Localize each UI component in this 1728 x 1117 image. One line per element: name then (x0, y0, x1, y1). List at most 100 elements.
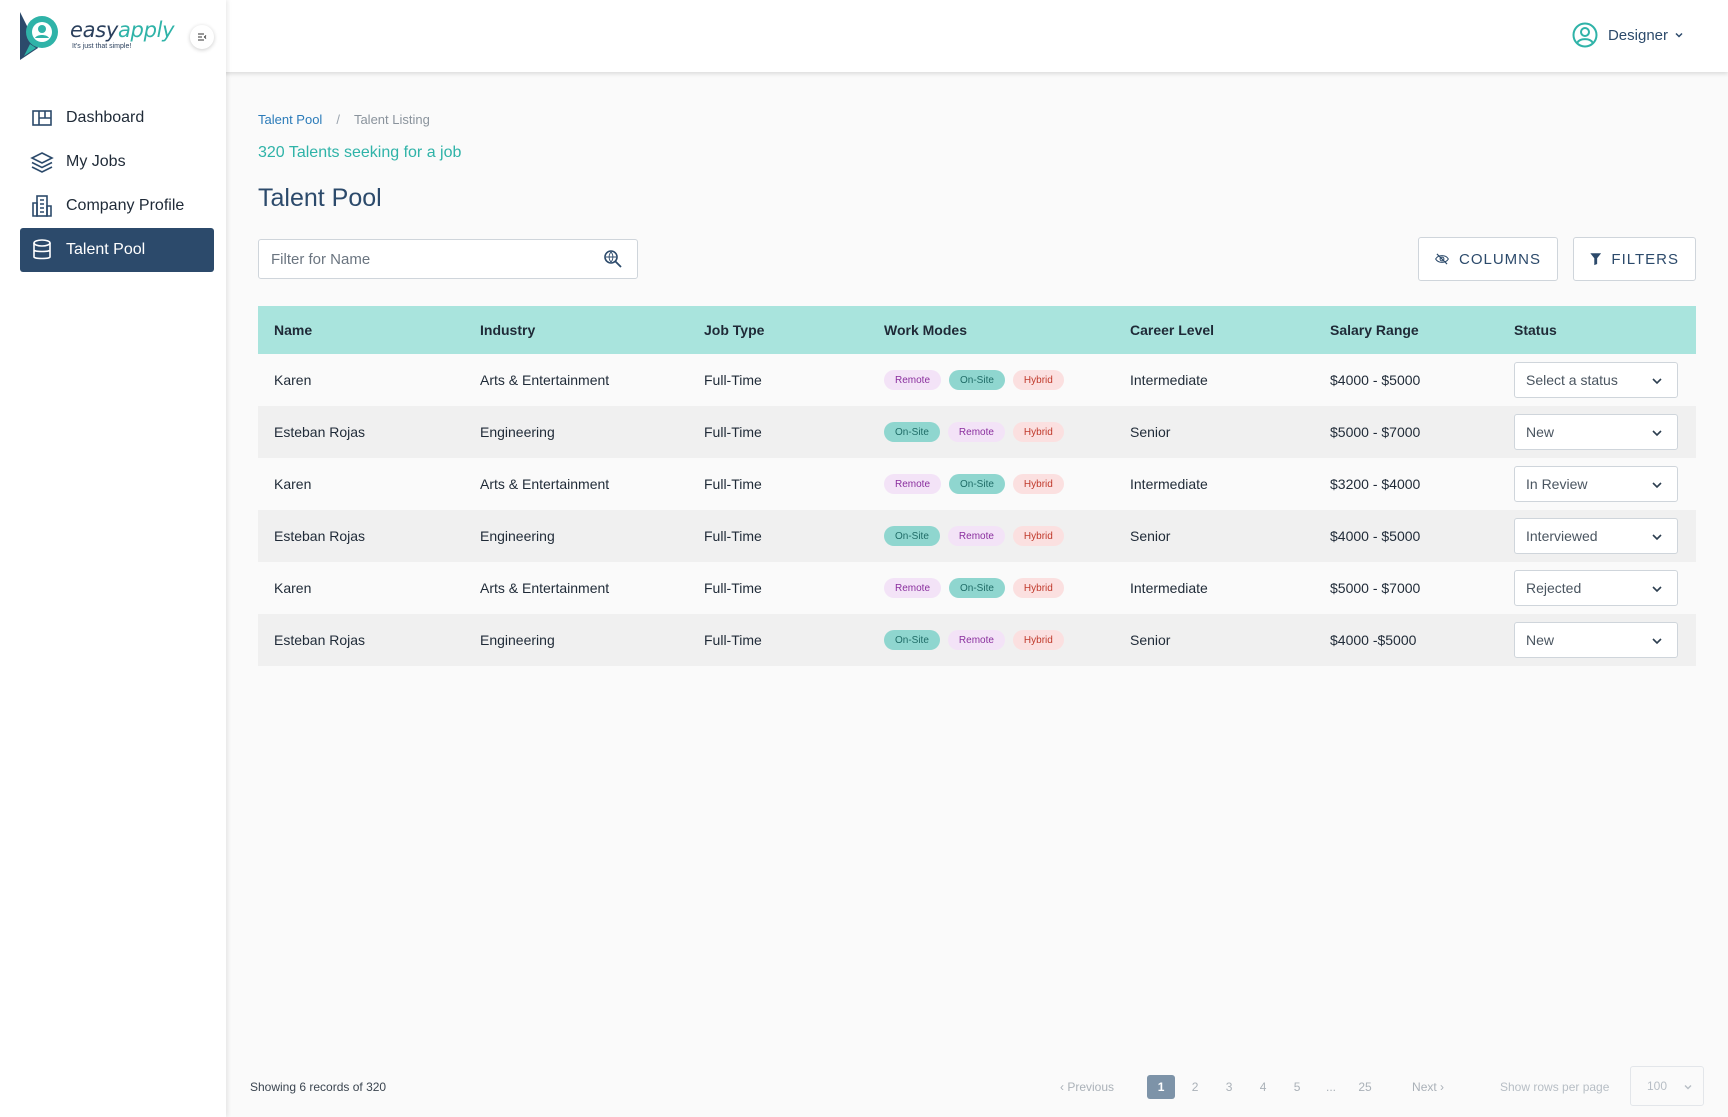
cell-status: Select a status (1514, 362, 1696, 398)
table-row[interactable]: Karen Arts & Entertainment Full-Time Remote… (258, 562, 1696, 614)
breadcrumb-link-talent-pool[interactable]: Talent Pool (258, 112, 323, 127)
cell-salary-range: $3200 - $4000 (1330, 476, 1421, 492)
columns-button[interactable]: COLUMNS (1418, 237, 1558, 281)
cell-industry: Arts & Entertainment (480, 476, 610, 492)
work-mode-chip: On-Site (884, 422, 940, 442)
column-header-status[interactable]: Status (1514, 322, 1557, 338)
cell-industry: Arts & Entertainment (480, 372, 610, 388)
cell-career-level: Senior (1130, 424, 1171, 440)
cell-career-level: Intermediate (1130, 372, 1208, 388)
sidebar-item-company-profile[interactable]: Company Profile (20, 184, 214, 228)
user-avatar-icon (1572, 22, 1598, 48)
page-button[interactable]: 25 (1358, 1080, 1372, 1094)
column-header-career-level[interactable]: Career Level (1130, 322, 1215, 338)
rows-per-page-select[interactable]: 100 (1630, 1066, 1704, 1106)
cell-salary-range: $4000 - $5000 (1330, 372, 1421, 388)
work-mode-chip: Remote (884, 370, 942, 390)
status-select[interactable]: New (1514, 622, 1678, 658)
work-mode-chip: Remote (947, 630, 1005, 650)
chevron-down-icon (1675, 32, 1683, 38)
cell-career-level: Senior (1130, 632, 1171, 648)
page-button[interactable]: 3 (1225, 1080, 1233, 1094)
filters-button[interactable]: FILTERS (1573, 237, 1696, 281)
dashboard-icon (32, 110, 52, 126)
work-mode-chip: Remote (947, 422, 1005, 442)
cell-name: Karen (274, 372, 312, 388)
status-value: Select a status (1526, 372, 1618, 388)
work-mode-chip: On-Site (949, 578, 1005, 598)
search-input[interactable] (259, 250, 579, 268)
search-icon[interactable] (603, 249, 623, 269)
pagination: ‹ Previous 1 2 3 4 5... 25 Next › (1060, 1075, 1444, 1099)
cell-industry: Engineering (480, 528, 555, 544)
sidebar-item-label: My Jobs (66, 153, 126, 170)
table-row[interactable]: Karen Arts & Entertainment Full-Time Remote… (258, 458, 1696, 510)
column-header-salary-range[interactable]: Salary Range (1330, 322, 1419, 338)
talent-table: Name Industry Job Type Work Modes Career… (258, 306, 1696, 666)
user-menu[interactable]: Designer (1572, 22, 1694, 48)
work-mode-chip: Remote (884, 474, 942, 494)
page-button[interactable]: 2 (1191, 1080, 1199, 1094)
status-select[interactable]: Rejected (1514, 570, 1678, 606)
collapse-sidebar-button[interactable] (190, 25, 214, 49)
sidebar-item-talent-pool[interactable]: Talent Pool (20, 228, 214, 272)
chevron-down-icon (1652, 378, 1662, 385)
column-header-industry[interactable]: Industry (480, 322, 536, 338)
chevron-down-icon (1652, 638, 1662, 645)
cell-industry: Engineering (480, 424, 555, 440)
chevron-down-icon (1652, 586, 1662, 593)
table-row[interactable]: Esteban Rojas Engineering Full-Time On-Site… (258, 406, 1696, 458)
page-subtitle: 320 Talents seeking for a job (258, 144, 462, 161)
table-row[interactable]: Esteban Rojas Engineering Full-Time On-Site… (258, 510, 1696, 562)
status-select[interactable]: In Review (1514, 466, 1678, 502)
cell-work-modes: On-Site Remote Hybrid (884, 526, 1130, 546)
sidebar-item-my-jobs[interactable]: My Jobs (20, 140, 214, 184)
previous-page-button[interactable]: ‹ Previous (1060, 1080, 1115, 1094)
cell-salary-range: $4000 -$5000 (1330, 632, 1417, 648)
column-header-work-modes[interactable]: Work Modes (884, 322, 967, 338)
cell-job-type: Full-Time (704, 372, 762, 388)
status-select[interactable]: New (1514, 414, 1678, 450)
work-mode-chip: On-Site (949, 474, 1005, 494)
page-button[interactable]: 1 (1147, 1075, 1176, 1099)
cell-status: Interviewed (1514, 518, 1696, 554)
top-bar: Designer (0, 0, 1728, 72)
chevron-down-icon (1652, 430, 1662, 437)
column-header-name[interactable]: Name (274, 322, 313, 338)
work-mode-chip: On-Site (884, 526, 940, 546)
work-mode-chip: Hybrid (1012, 578, 1064, 598)
cell-career-level: Senior (1130, 528, 1171, 544)
cell-career-level: Intermediate (1130, 580, 1208, 596)
chevron-down-icon (1684, 1085, 1692, 1090)
table-row[interactable]: Esteban Rojas Engineering Full-Time On-Site… (258, 614, 1696, 666)
records-count: Showing 6 records of 320 (250, 1080, 387, 1094)
sidebar-item-label: Dashboard (66, 109, 145, 126)
column-header-job-type[interactable]: Job Type (704, 322, 765, 338)
status-select[interactable]: Interviewed (1514, 518, 1678, 554)
work-mode-chip: On-Site (884, 630, 940, 650)
cell-name: Esteban Rojas (274, 632, 366, 648)
breadcrumb: Talent Pool / Talent Listing (258, 112, 430, 127)
work-mode-chip: Hybrid (1012, 474, 1064, 494)
cell-name: Esteban Rojas (274, 424, 366, 440)
table-footer: Showing 6 records of 320 ‹ Previous 1 2 3 4… (250, 1066, 1704, 1106)
sidebar: easyapply It's just that simple! Dashboa… (0, 0, 226, 1117)
cell-status: New (1514, 414, 1696, 450)
page-button[interactable]: 5 (1293, 1080, 1301, 1094)
brand-name: easyapply (70, 18, 175, 42)
table-row[interactable]: Karen Arts & Entertainment Full-Time Remote… (258, 354, 1696, 406)
cell-salary-range: $4000 - $5000 (1330, 528, 1421, 544)
status-select[interactable]: Select a status (1514, 362, 1678, 398)
page-button[interactable]: 4 (1259, 1080, 1267, 1094)
table-header: Name Industry Job Type Work Modes Career… (258, 306, 1696, 354)
brand-logo[interactable]: easyapply It's just that simple! (18, 10, 175, 62)
work-mode-chip: Hybrid (1012, 526, 1064, 546)
cell-name: Karen (274, 580, 312, 596)
chevron-down-icon (1652, 482, 1662, 489)
next-page-button[interactable]: Next › (1412, 1080, 1445, 1094)
database-icon (33, 239, 51, 260)
logo-mark-icon (20, 12, 58, 60)
filter-icon (1590, 253, 1602, 266)
sidebar-item-dashboard[interactable]: Dashboard (20, 96, 214, 140)
filters-button-label: FILTERS (1611, 250, 1679, 268)
